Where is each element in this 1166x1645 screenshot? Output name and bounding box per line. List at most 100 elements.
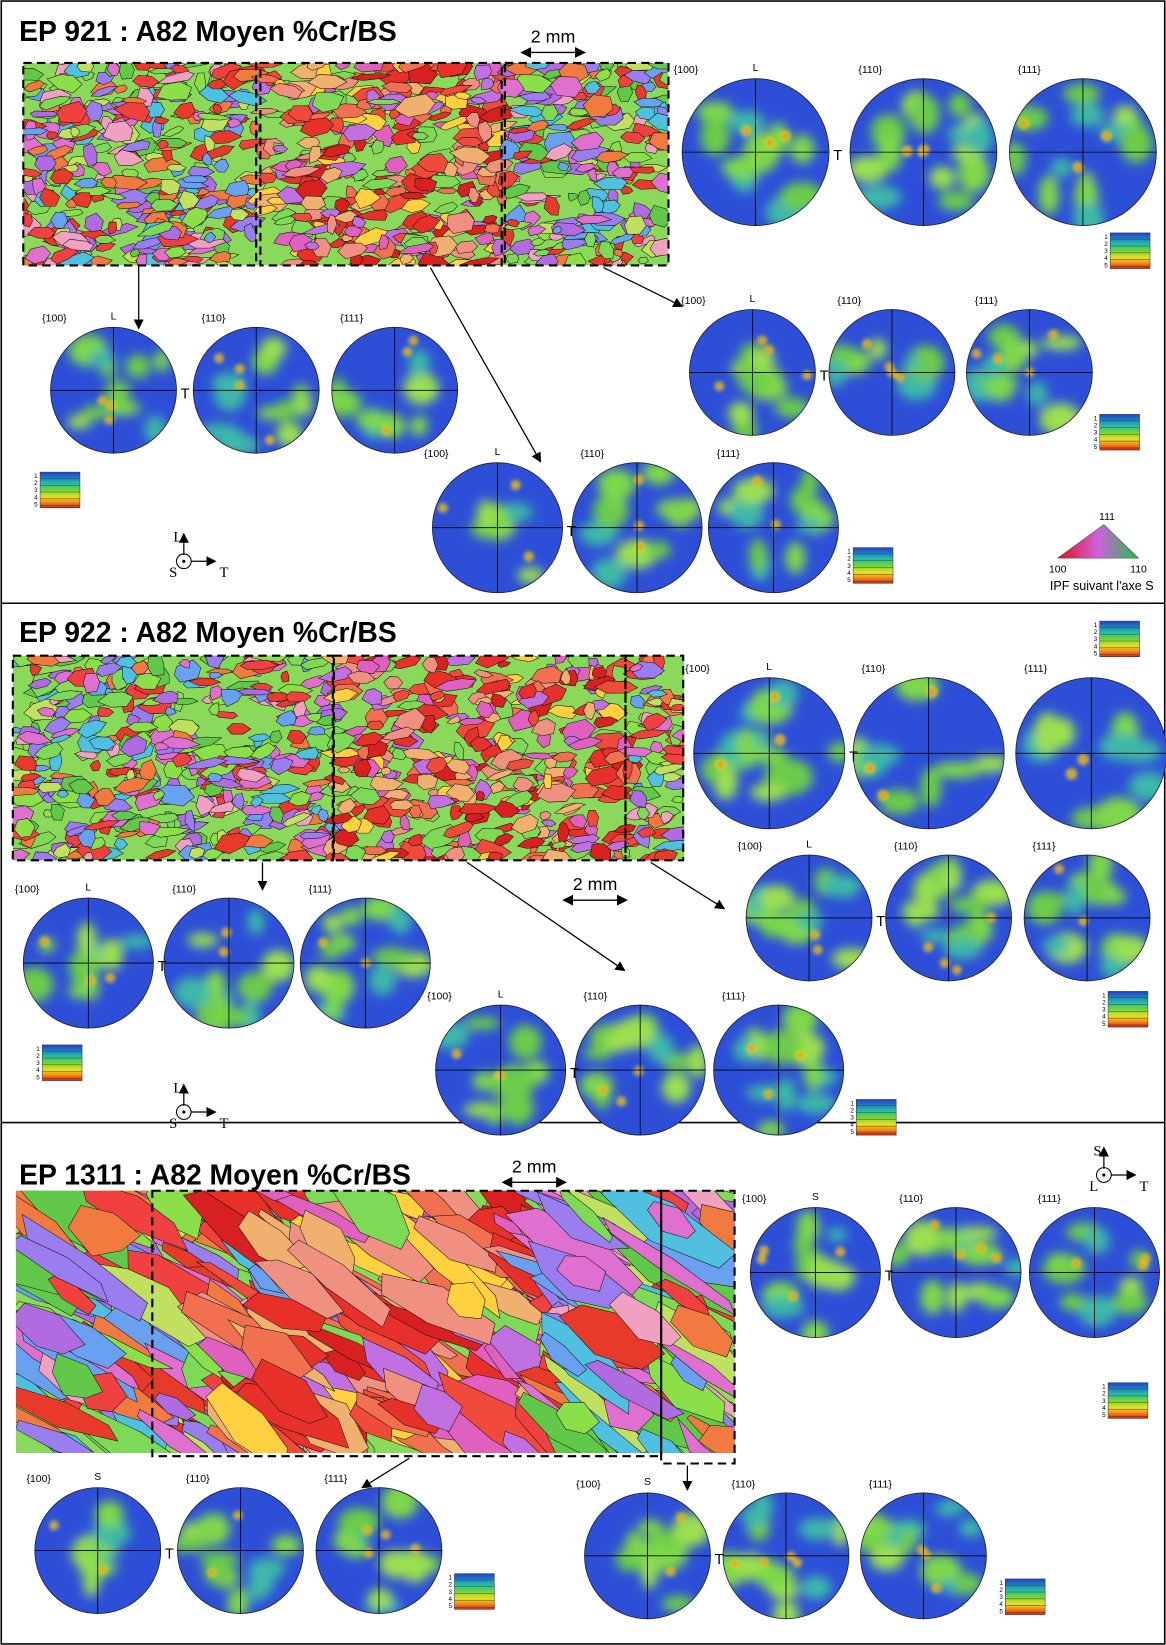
pole-blob <box>1114 935 1149 965</box>
legend-label: 1 <box>999 1580 1003 1587</box>
grain <box>342 123 377 142</box>
grain <box>156 81 193 101</box>
pole-peak <box>815 947 820 953</box>
pole-peak <box>267 437 272 443</box>
legend-scale <box>1099 620 1140 658</box>
pole-blob <box>909 94 940 134</box>
grain <box>118 62 135 80</box>
grain <box>23 168 43 178</box>
pole-peak <box>366 1550 371 1556</box>
arrow <box>361 1457 410 1489</box>
grain <box>100 192 127 201</box>
pole-blob <box>125 354 151 379</box>
grain <box>169 209 188 216</box>
pole-blob <box>877 133 902 172</box>
legend-label: 1 <box>36 1046 40 1053</box>
grain <box>476 700 494 719</box>
grain <box>562 766 579 780</box>
grain <box>229 208 250 221</box>
pole-peak <box>921 147 927 153</box>
pole-label: {110} <box>186 1474 210 1485</box>
grain <box>288 791 312 807</box>
axis-right-label: T <box>570 1066 579 1082</box>
pole-blob <box>907 345 945 381</box>
pole-blob <box>261 950 294 983</box>
pole-blob <box>615 539 658 569</box>
pole-peak <box>237 366 242 371</box>
grain <box>184 810 195 833</box>
grain <box>82 672 100 693</box>
grain <box>318 748 363 758</box>
legend-label: 3 <box>1102 1007 1106 1014</box>
grain <box>56 790 69 798</box>
grain <box>637 256 649 264</box>
pole-blob <box>104 380 131 405</box>
grain <box>446 211 475 234</box>
grain <box>50 803 65 821</box>
pole-blob <box>331 390 361 407</box>
ebsd-map <box>12 655 685 861</box>
grain <box>409 804 422 819</box>
grain <box>287 105 313 123</box>
pole-label: {111} <box>722 991 745 1002</box>
grain <box>620 131 646 145</box>
pole-blob <box>1070 103 1105 128</box>
grain <box>521 752 554 760</box>
grain <box>469 736 493 753</box>
pole-blob <box>761 1295 805 1318</box>
grain <box>554 655 568 664</box>
pole-blob <box>260 337 287 361</box>
grain <box>34 741 64 760</box>
grain <box>164 246 187 259</box>
grain <box>152 789 165 801</box>
grain <box>209 685 224 701</box>
grain <box>482 215 498 224</box>
grain <box>23 79 45 93</box>
grain <box>207 772 223 782</box>
pole-blob <box>95 1500 124 1529</box>
grain <box>226 723 252 735</box>
grain <box>350 787 382 806</box>
legend-label: 1 <box>34 473 38 480</box>
pole-blob <box>1063 83 1101 104</box>
grain <box>113 102 151 123</box>
grain <box>584 232 597 248</box>
grain <box>380 829 395 844</box>
legend-label: 2 <box>1104 241 1108 248</box>
pole-blob <box>388 906 412 934</box>
grain <box>139 821 162 835</box>
grain <box>83 851 94 861</box>
grain <box>464 813 485 823</box>
axis-right-label: T <box>820 369 829 385</box>
pole-label: {110} <box>202 314 226 325</box>
legend-label: 3 <box>1102 1398 1106 1405</box>
grain <box>496 734 513 752</box>
grain <box>306 62 328 71</box>
axis-center-label: S <box>169 565 177 581</box>
grain <box>458 803 499 816</box>
pole-figure <box>853 677 1005 829</box>
pole-blob <box>1088 855 1113 882</box>
pole-label: {110} <box>580 449 604 460</box>
legend-label: 4 <box>1102 1014 1106 1021</box>
pole-peak <box>1140 1263 1146 1268</box>
pole-peak <box>42 939 47 944</box>
pole-peak <box>668 1569 673 1574</box>
pole-peak <box>790 1294 796 1299</box>
legend-scale <box>852 547 894 584</box>
pole-blob <box>1072 203 1105 226</box>
pole-peak <box>771 694 778 700</box>
grain <box>83 820 120 831</box>
legend-scale <box>1107 991 1149 1028</box>
pole-label: {100} <box>26 1474 51 1485</box>
grain <box>649 238 669 257</box>
grain <box>304 241 320 251</box>
axis-top-label: L <box>806 839 812 850</box>
grain <box>311 91 345 113</box>
axis-center-label: L <box>1089 1179 1098 1195</box>
grain <box>399 814 410 831</box>
pole-outline <box>192 326 320 454</box>
pole-blob <box>920 1279 945 1315</box>
grain <box>363 851 402 861</box>
